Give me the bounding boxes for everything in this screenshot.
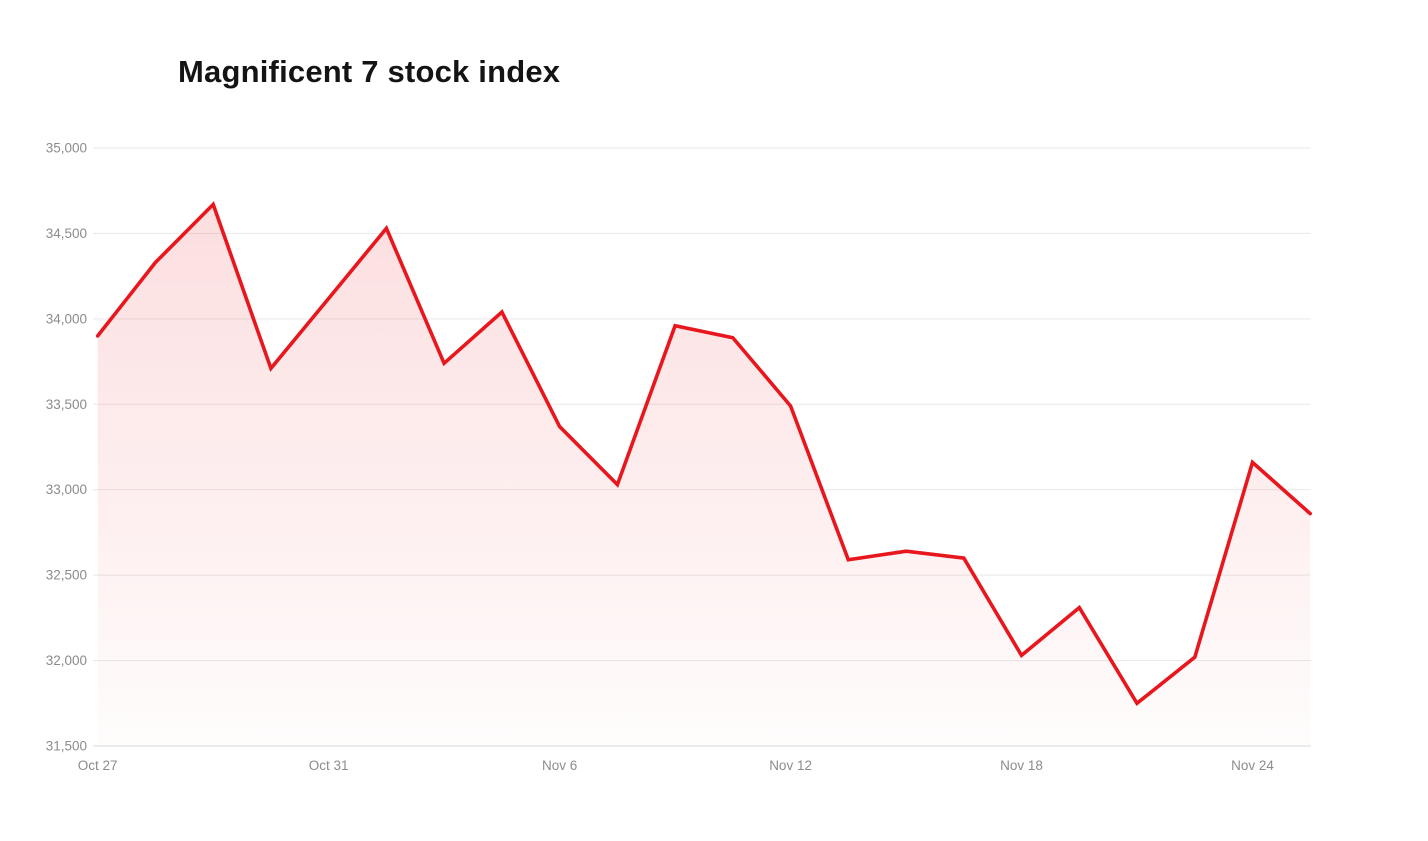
y-tick-label: 32,000 — [46, 653, 87, 668]
y-tick-label: 34,500 — [46, 226, 87, 241]
series-line — [95, 201, 1312, 706]
chart-title: Magnificent 7 stock index — [178, 54, 561, 89]
x-tick-label: Nov 18 — [1000, 758, 1043, 773]
x-tick-label: Nov 24 — [1231, 758, 1274, 773]
x-tick-label: Nov 6 — [542, 758, 577, 773]
x-tick-label: Oct 31 — [309, 758, 349, 773]
x-axis-labels: Oct 27 Oct 31 Nov 6 Nov 12 Nov 18 Nov 24 — [78, 758, 1275, 773]
series-area — [97, 204, 1311, 746]
y-tick-label: 34,000 — [46, 311, 87, 326]
y-tick-label: 32,500 — [46, 568, 87, 583]
x-tick-label: Oct 27 — [78, 758, 118, 773]
y-tick-label: 33,500 — [46, 397, 87, 412]
y-tick-label: 35,000 — [46, 141, 87, 156]
x-tick-label: Nov 12 — [769, 758, 812, 773]
y-tick-label: 31,500 — [46, 739, 87, 754]
y-axis-labels: 31,500 32,000 32,500 33,000 33,500 34,000 34,5… — [46, 141, 87, 754]
y-tick-label: 33,000 — [46, 482, 87, 497]
